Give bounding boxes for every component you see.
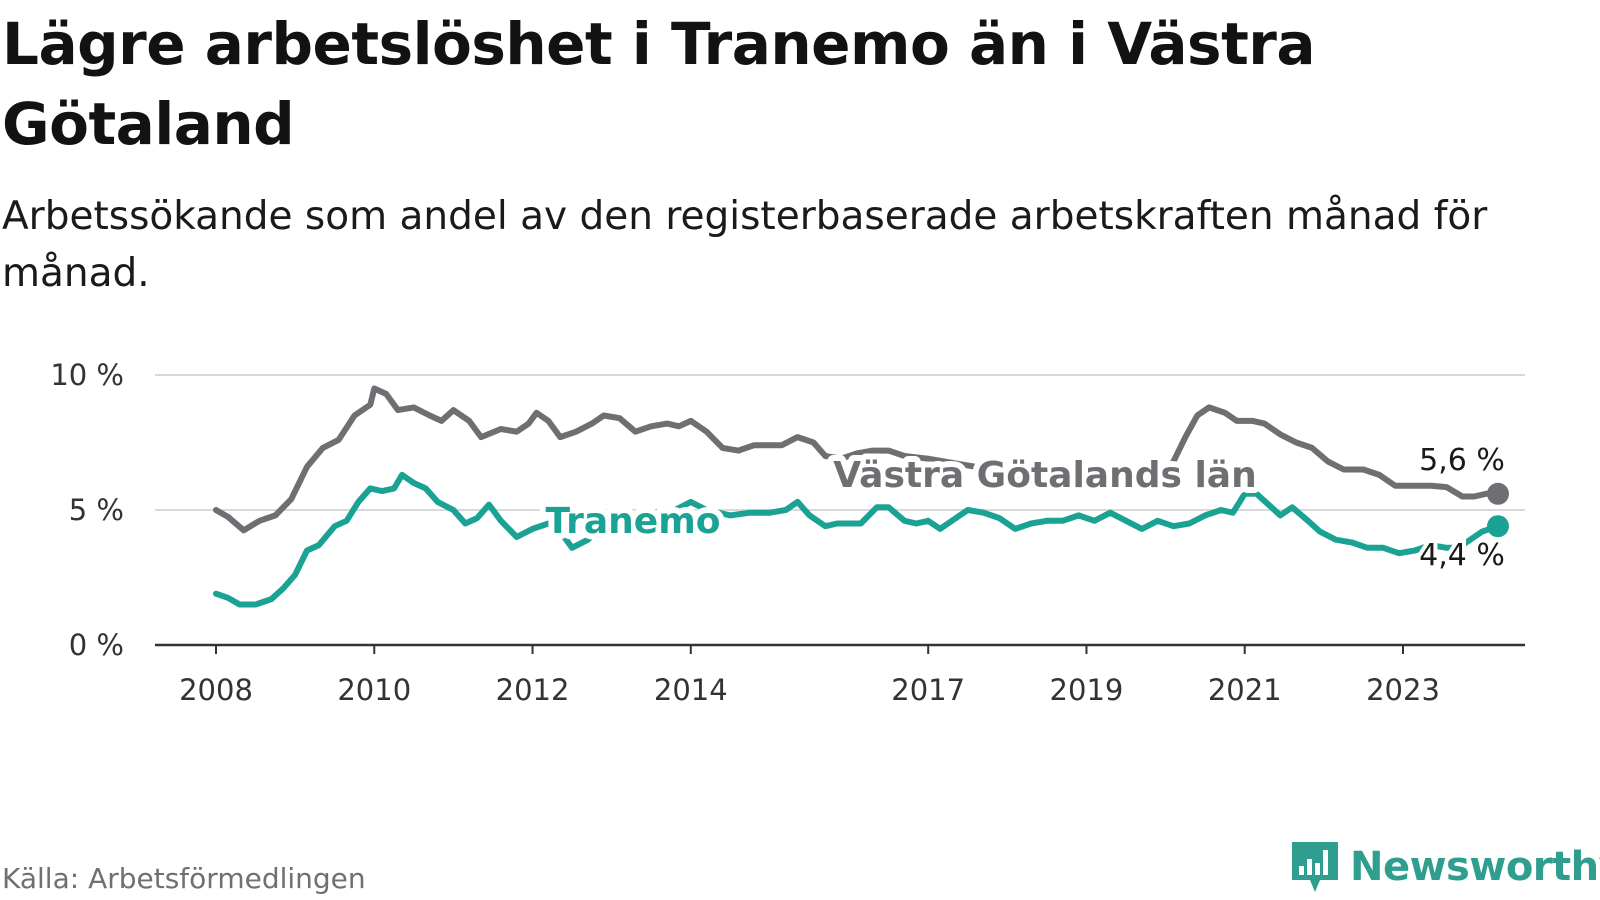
end-value-label-tranemo: 4,4 % <box>1419 538 1505 573</box>
end-value-label-vastra-gotaland: 5,6 % <box>1419 443 1505 478</box>
y-tick-label: 5 % <box>69 493 124 527</box>
brand-name: Newsworthy <box>1350 844 1600 890</box>
x-tick-label: 2017 <box>891 673 965 707</box>
brand-logo: Newsworthy <box>1290 840 1600 894</box>
series-labels: Västra Götalands län Tranemo 5,6 % 4,4 % <box>540 439 1509 577</box>
series-label-vastra-gotaland: Västra Götalands län <box>833 455 1256 496</box>
newsworthy-logo-icon <box>1292 842 1338 892</box>
axes: 0 % 5 % 10 % 2008 2010 2012 2014 2017 2019 2021 20… <box>50 358 1525 707</box>
x-tick-label: 2014 <box>654 673 728 707</box>
series-label-tranemo: Tranemo <box>546 501 721 542</box>
x-tick-label: 2019 <box>1050 673 1124 707</box>
series-line-vastra-gotaland <box>213 385 1501 534</box>
end-point-marker <box>1486 515 1509 538</box>
y-tick-label: 0 % <box>69 628 124 662</box>
x-tick-label: 2021 <box>1208 673 1282 707</box>
source-note: Källa: Arbetsförmedlingen <box>2 862 366 895</box>
end-point-marker <box>1486 482 1509 505</box>
chart-title: Lägre arbetslöshet i Tranemo än i Västra… <box>2 10 1316 158</box>
x-tick-label: 2012 <box>496 673 570 707</box>
y-tick-label: 10 % <box>50 358 124 392</box>
series-lines <box>213 385 1509 608</box>
chart-subtitle: Arbetssökande som andel av den registerb… <box>2 194 1488 296</box>
x-tick-label: 2010 <box>337 673 411 707</box>
x-tick-label: 2008 <box>179 673 253 707</box>
series-line-tranemo <box>213 471 1501 608</box>
line-chart: 0 % 5 % 10 % 2008 2010 2012 2014 2017 2019 2021 20… <box>50 358 1525 707</box>
x-tick-label: 2023 <box>1366 673 1440 707</box>
